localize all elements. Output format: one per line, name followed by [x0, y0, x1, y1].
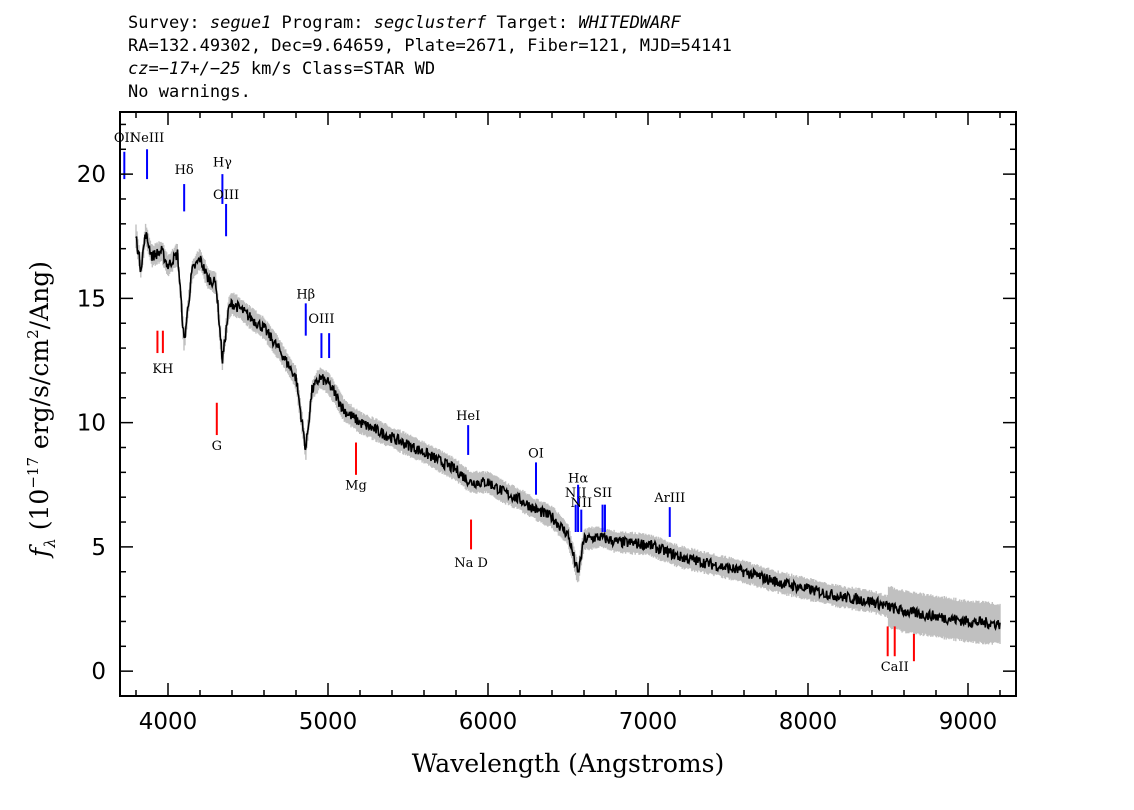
header-line-4: No warnings. — [128, 82, 251, 102]
y-axis-title-part: (10 — [25, 489, 54, 539]
target-value: WHITEDWARF — [578, 13, 681, 33]
x-tick-label: 5000 — [299, 709, 358, 735]
line-label: OI — [528, 446, 544, 461]
x-tick-label: 6000 — [459, 709, 518, 735]
line-label: CaII — [881, 660, 909, 675]
x-tick-label: 9000 — [939, 709, 998, 735]
y-axis-title-part: 2 — [24, 329, 42, 339]
x-tick-label: 4000 — [139, 709, 198, 735]
y-tick-label: 10 — [77, 411, 106, 437]
line-label: G — [212, 439, 222, 454]
line-label: NeIII — [130, 131, 164, 146]
y-tick-label: 0 — [91, 659, 106, 685]
line-label: NII — [570, 496, 592, 511]
survey-value: segue1 — [209, 13, 272, 33]
error-band — [135, 223, 1001, 645]
flux-line — [135, 232, 1001, 631]
header-line-1: Survey: segue1 Program: segclusterf Targ… — [128, 12, 732, 35]
y-axis-title-part: /Ang) — [25, 261, 54, 329]
line-label: OIII — [213, 188, 239, 203]
flux-layer — [135, 232, 1001, 631]
line-label: OIII — [308, 312, 334, 327]
target-label: Target: — [486, 13, 579, 33]
line-label: ArIII — [653, 491, 685, 506]
y-axis-title-part: −17 — [24, 457, 42, 489]
error-band-path — [135, 223, 1001, 645]
line-label: Hα — [568, 471, 588, 486]
header-line-2: RA=132.49302, Dec=9.64659, Plate=2671, F… — [128, 36, 732, 56]
axes: 4000 5000 6000 7000 8000 9000 0 5 10 15 20 — [77, 111, 1017, 735]
survey-label: Survey: — [128, 13, 210, 33]
x-axis-title: Wavelength (Angstroms) — [412, 749, 724, 778]
header-line-3: cz=−17+/−25 km/s Class=STAR WD — [128, 58, 732, 81]
y-axis-title-part: f — [25, 544, 54, 559]
y-axis-title-part: λ — [41, 538, 59, 549]
y-tick-label: 5 — [91, 535, 106, 561]
x-tick-label: 8000 — [779, 709, 838, 735]
line-label: Na D — [454, 556, 488, 571]
program-value: segclusterf — [373, 13, 487, 33]
y-tick-label: 20 — [77, 162, 106, 188]
spectrum-header: Survey: segue1 Program: segclusterf Targ… — [128, 12, 732, 104]
class-text: km/s Class=STAR WD — [240, 59, 436, 79]
line-label: NII — [565, 486, 587, 501]
line-label: Hδ — [175, 163, 194, 178]
line-label: Mg — [345, 479, 367, 494]
y-axis-title: fλ (10−17 erg/s/cm2/Ang) — [24, 261, 59, 559]
y-tick-label: 15 — [77, 286, 106, 312]
x-tick-label: 7000 — [619, 709, 678, 735]
line-label: SII — [593, 486, 612, 501]
line-label: KH — [152, 362, 173, 377]
y-axis-title-part: erg/s/cm — [25, 339, 54, 457]
line-label: Hγ — [213, 156, 232, 171]
line-label: HeI — [456, 409, 480, 424]
program-label: Program: — [271, 13, 374, 33]
plot-frame — [119, 111, 1017, 697]
line-label: Hβ — [296, 287, 315, 302]
redshift-value: cz=−17+/−25 — [128, 59, 241, 79]
